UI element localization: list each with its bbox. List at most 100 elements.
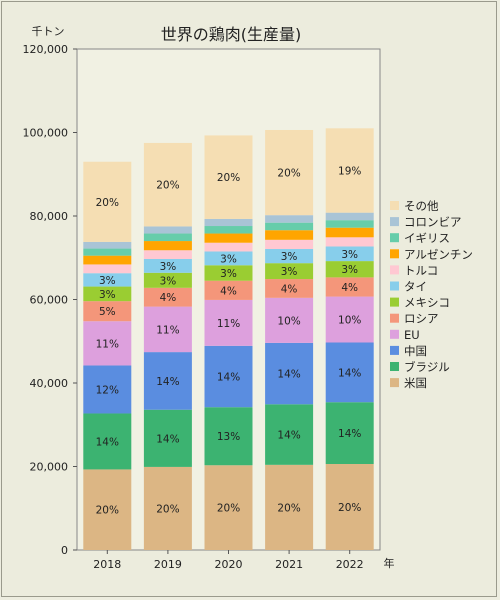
bar-segment	[83, 286, 132, 302]
data-label: 20%	[338, 502, 361, 514]
bar-segment	[325, 246, 374, 262]
x-tick-label: 2020	[215, 558, 243, 571]
legend-swatch	[390, 265, 399, 275]
data-label: 3%	[160, 261, 177, 273]
legend-swatch	[390, 217, 399, 227]
data-label: 4%	[160, 292, 177, 304]
bar-segment	[83, 469, 132, 550]
data-label: 11%	[156, 324, 179, 336]
y-tick-label: 0	[61, 544, 68, 557]
bar-segment	[83, 255, 132, 265]
bar-segment	[325, 296, 374, 343]
bar-segment	[83, 161, 132, 242]
legend-swatch	[390, 362, 399, 371]
data-label: 14%	[156, 433, 179, 445]
legend-label: トルコ	[404, 263, 438, 277]
legend-label: アルゼンチン	[404, 247, 473, 261]
data-label: 4%	[281, 283, 298, 295]
legend-label: 中国	[404, 344, 427, 358]
bar-segment	[265, 230, 314, 240]
bar-segment	[265, 297, 314, 343]
data-label: 14%	[96, 436, 119, 448]
bar-segment	[143, 259, 192, 273]
data-label: 3%	[341, 264, 358, 276]
bar-segment	[83, 413, 132, 470]
legend-swatch	[390, 345, 399, 355]
data-label: 11%	[96, 338, 119, 350]
bar-segment	[204, 251, 253, 266]
legend-label: ブラジル	[404, 360, 450, 374]
legend-swatch	[390, 281, 399, 291]
bar-segment	[265, 279, 314, 298]
data-label: 5%	[99, 306, 116, 318]
data-label: 3%	[220, 253, 237, 265]
bar-segment	[204, 233, 253, 243]
y-tick-label: 60,000	[30, 294, 69, 307]
bar-segment	[204, 299, 253, 346]
data-label: 12%	[96, 384, 119, 396]
data-label: 20%	[217, 503, 240, 515]
bar-segment	[143, 241, 192, 251]
bar-segment	[265, 248, 314, 264]
data-label: 20%	[277, 502, 300, 514]
bar-segment	[325, 237, 374, 247]
y-tick-label: 80,000	[30, 210, 69, 223]
y-axis-unit: 千トン	[32, 25, 65, 38]
bar-segment	[204, 218, 253, 227]
legend-swatch	[390, 233, 399, 243]
chart-title: 世界の鶏肉(生産量)	[161, 25, 302, 44]
bar-segment	[143, 409, 192, 467]
y-tick-label: 40,000	[30, 377, 69, 390]
legend-swatch	[390, 313, 399, 323]
bar-segment	[83, 273, 132, 287]
x-tick-label: 2021	[275, 558, 303, 571]
bar-segment	[143, 466, 192, 550]
data-label: 14%	[217, 372, 240, 384]
data-label: 3%	[281, 266, 298, 278]
bars-group: 20% 14% 12% 11% 5% 3% 3% 20% 20% 14% 14% 11% 4% 3% 3% 2…	[83, 128, 374, 550]
data-label: 20%	[156, 180, 179, 192]
y-tick-label: 120,000	[23, 43, 69, 56]
data-label: 14%	[338, 367, 361, 379]
legend-label: メキシコ	[404, 296, 450, 310]
legend-label: コロンビア	[404, 215, 462, 229]
legend-label: イギリス	[404, 231, 450, 245]
bar-segment	[204, 407, 253, 466]
bar-segment	[325, 342, 374, 403]
data-label: 10%	[338, 315, 361, 327]
bar-segment	[83, 365, 132, 414]
data-label: 14%	[156, 376, 179, 388]
x-tick-label: 2018	[93, 558, 121, 571]
legend-label: その他	[404, 199, 439, 213]
bar-segment	[325, 227, 374, 238]
bar-segment	[143, 142, 192, 227]
bar-segment	[83, 321, 132, 366]
bar-segment	[265, 464, 314, 550]
data-label: 20%	[217, 172, 240, 184]
bar-segment	[325, 212, 374, 221]
bar-segment	[83, 301, 132, 322]
data-label: 14%	[277, 369, 300, 381]
data-label: 4%	[220, 285, 237, 297]
data-label: 4%	[341, 282, 358, 294]
data-label: 20%	[96, 505, 119, 517]
data-label: 11%	[217, 318, 240, 330]
data-label: 20%	[156, 503, 179, 515]
y-tick-label: 20,000	[30, 461, 69, 474]
y-ticks: 0 20,000 40,000 60,000 80,000 100,000 120,000	[23, 43, 77, 557]
data-label: 3%	[281, 251, 298, 263]
legend-label: EU	[404, 328, 420, 342]
x-axis-unit: 年	[384, 556, 395, 570]
bar-segment	[143, 287, 192, 307]
legend-swatch	[390, 329, 399, 339]
bar-segment	[265, 404, 314, 465]
bar-segment	[204, 242, 253, 252]
bar-segment	[325, 220, 374, 228]
legend-label: 米国	[404, 376, 427, 390]
legend-label: ロシア	[404, 312, 439, 326]
legend-label: タイ	[404, 280, 427, 294]
bar-segment	[265, 342, 314, 405]
data-label: 20%	[277, 168, 300, 180]
